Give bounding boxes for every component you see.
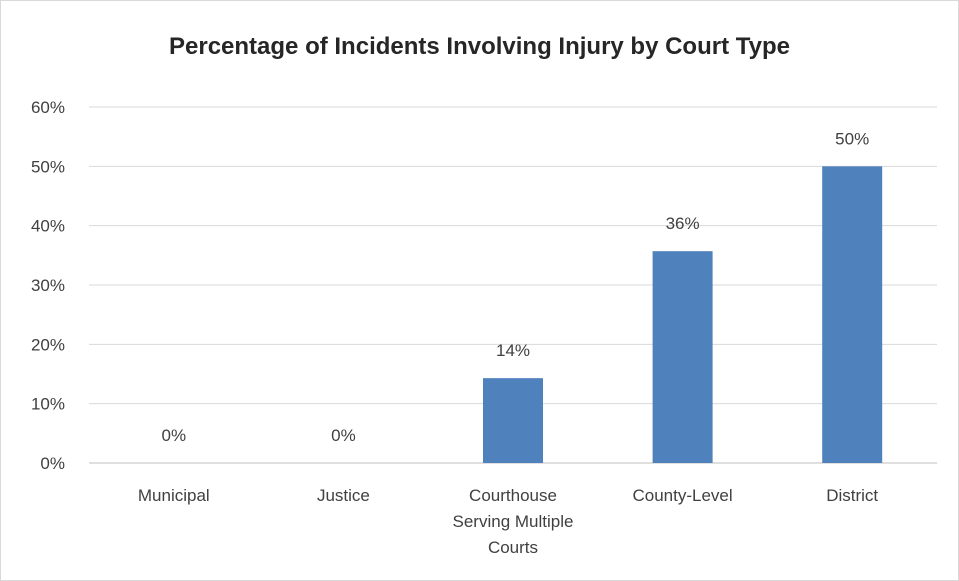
data-label: 0%	[162, 426, 187, 445]
x-tick-label: Justice	[317, 486, 370, 505]
y-tick-label: 10%	[31, 395, 65, 414]
data-label: 0%	[331, 426, 356, 445]
x-tick-label: Municipal	[138, 486, 210, 505]
bar-3	[652, 251, 713, 463]
x-tick-label: District	[826, 486, 878, 505]
y-tick-label: 0%	[40, 454, 65, 473]
y-tick-label: 50%	[31, 157, 65, 176]
data-label: 14%	[496, 341, 530, 360]
x-tick-label: Courts	[488, 538, 538, 557]
y-tick-label: 60%	[31, 98, 65, 117]
x-tick-label: Courthouse	[469, 486, 557, 505]
chart-title: Percentage of Incidents Involving Injury…	[169, 33, 790, 60]
x-tick-label: County-Level	[633, 486, 733, 505]
bar-2	[483, 378, 543, 463]
x-tick-label: Serving Multiple	[453, 512, 574, 531]
data-label: 36%	[666, 214, 700, 233]
bar-4	[822, 166, 883, 464]
data-label: 50%	[835, 129, 869, 148]
y-tick-label: 20%	[31, 335, 65, 354]
y-tick-label: 30%	[31, 276, 65, 295]
y-tick-label: 40%	[31, 217, 65, 236]
